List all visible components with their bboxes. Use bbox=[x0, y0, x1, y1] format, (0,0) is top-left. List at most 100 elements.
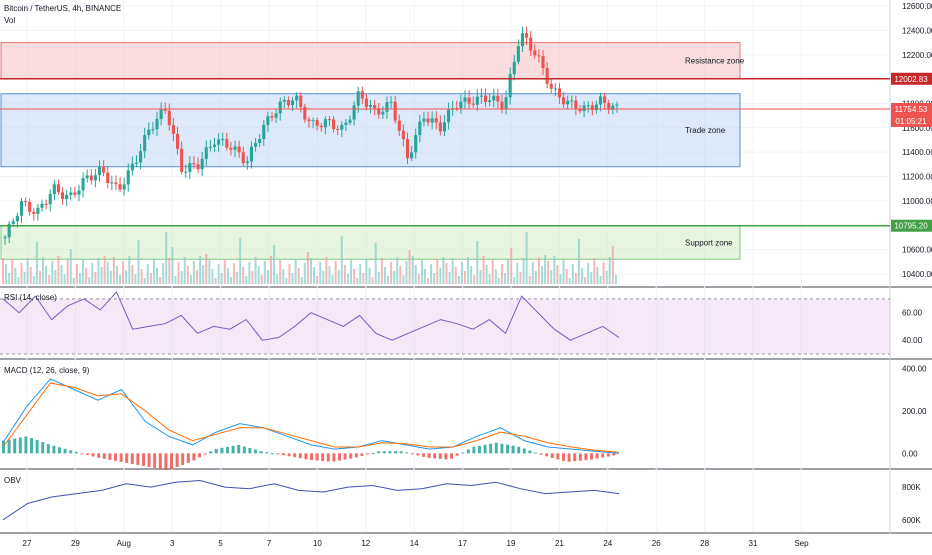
macd-histogram-bar bbox=[500, 443, 504, 454]
volume-bar bbox=[485, 265, 488, 284]
candle-body bbox=[574, 100, 578, 110]
rsi-pane[interactable] bbox=[0, 291, 890, 355]
volume-bar bbox=[516, 263, 519, 284]
macd-histogram-bar bbox=[366, 453, 369, 455]
volume-bar bbox=[414, 265, 417, 284]
candle-body bbox=[442, 122, 447, 132]
macd-histogram-bar bbox=[41, 442, 45, 454]
volume-bar bbox=[211, 269, 214, 284]
vol-label[interactable]: Vol bbox=[4, 16, 16, 25]
volume-bar bbox=[467, 257, 470, 284]
volume-bar bbox=[316, 276, 319, 284]
candle-body bbox=[262, 124, 266, 139]
macd-histogram-bar bbox=[7, 439, 11, 454]
volume-bar bbox=[269, 256, 272, 284]
macd-histogram-bar bbox=[494, 442, 498, 454]
candle-body bbox=[7, 223, 11, 238]
volume-bar bbox=[390, 262, 393, 284]
candle-body bbox=[496, 95, 500, 102]
volume-bar bbox=[177, 262, 180, 284]
volume-bar bbox=[303, 263, 306, 284]
volume-bar bbox=[94, 272, 97, 284]
volume-bar bbox=[248, 262, 251, 284]
macd-histogram-bar bbox=[293, 453, 297, 458]
volume-bar bbox=[473, 275, 476, 284]
macd-histogram-bar bbox=[254, 449, 257, 454]
macd-histogram-bar bbox=[242, 446, 246, 454]
volume-bar bbox=[297, 268, 300, 284]
macd-histogram-bar bbox=[511, 445, 515, 454]
volume-bar bbox=[319, 262, 322, 284]
macd-histogram-bar bbox=[80, 453, 84, 455]
price-tick-label: 10400.00 bbox=[902, 270, 932, 279]
volume-bar bbox=[100, 267, 103, 284]
volume-bar bbox=[97, 258, 100, 284]
rsi-title[interactable]: RSI (14, close) bbox=[4, 293, 57, 302]
candle-body bbox=[212, 144, 217, 147]
zone-rect bbox=[0, 225, 741, 260]
candle-body bbox=[405, 139, 410, 159]
symbol-title[interactable]: Bitcoin / TetherUS, 4h, BINANCE bbox=[4, 4, 122, 13]
candle-body bbox=[603, 96, 607, 103]
volume-bar bbox=[263, 261, 266, 284]
macd-histogram-bar bbox=[13, 438, 17, 454]
volume-bar bbox=[365, 259, 368, 284]
candle-body bbox=[175, 133, 180, 149]
macd-histogram-bar bbox=[276, 453, 280, 455]
volume-bar bbox=[82, 259, 85, 284]
volume-bar bbox=[559, 274, 562, 284]
volume-bar bbox=[550, 270, 553, 284]
volume-bar bbox=[310, 258, 312, 284]
obv-pane[interactable] bbox=[2, 479, 620, 521]
volume-bar bbox=[229, 277, 232, 284]
volume-bar bbox=[442, 257, 445, 284]
volume-bar bbox=[273, 245, 276, 284]
macd-histogram-bar bbox=[438, 453, 442, 459]
candle-body bbox=[479, 95, 483, 97]
macd-histogram-bar bbox=[108, 453, 112, 460]
macd-histogram-bar bbox=[35, 440, 39, 454]
volume-bar bbox=[35, 242, 38, 284]
volume-bar bbox=[257, 266, 260, 284]
volume-bar bbox=[534, 271, 537, 284]
macd-histogram-bar bbox=[265, 452, 269, 454]
candle-body bbox=[188, 163, 192, 172]
volume-bar bbox=[497, 278, 500, 284]
candle-body bbox=[504, 97, 508, 110]
x-tick-label: 26 bbox=[652, 539, 661, 548]
obv-tick-label: 800K bbox=[902, 483, 921, 492]
macd-histogram-bar bbox=[562, 453, 565, 461]
macd-histogram-bar bbox=[259, 451, 263, 454]
macd-histogram-bar bbox=[231, 445, 235, 454]
volume-bar bbox=[109, 271, 112, 284]
macd-histogram-bar bbox=[612, 453, 616, 456]
candle-body bbox=[463, 97, 467, 102]
zone-rect bbox=[0, 42, 741, 80]
macd-histogram-bar bbox=[170, 453, 173, 470]
macd-histogram-bar bbox=[601, 453, 605, 458]
volume-bar bbox=[75, 264, 78, 284]
candle-body bbox=[266, 116, 270, 125]
macd-histogram-bar bbox=[69, 450, 73, 454]
price-pane[interactable] bbox=[0, 26, 890, 284]
volume-bar bbox=[322, 271, 325, 284]
x-tick-label: 14 bbox=[410, 539, 419, 548]
macd-title[interactable]: MACD (12, 26, close, 9) bbox=[4, 366, 90, 375]
volume-bar bbox=[500, 264, 503, 284]
volume-bar bbox=[476, 241, 479, 284]
volume-bar bbox=[353, 269, 356, 284]
macd-pane[interactable] bbox=[2, 378, 620, 471]
volume-bar bbox=[464, 271, 466, 284]
volume-bar bbox=[402, 275, 405, 284]
volume-bar bbox=[112, 257, 115, 284]
candle-body bbox=[81, 178, 85, 191]
macd-histogram-bar bbox=[394, 451, 397, 454]
macd-histogram-bar bbox=[539, 453, 543, 455]
volume-bar bbox=[119, 275, 122, 284]
volume-bar bbox=[137, 240, 140, 284]
volume-bar bbox=[17, 277, 20, 284]
volume-bar bbox=[433, 273, 436, 284]
obv-title[interactable]: OBV bbox=[4, 476, 21, 485]
volume-bar bbox=[8, 273, 11, 284]
